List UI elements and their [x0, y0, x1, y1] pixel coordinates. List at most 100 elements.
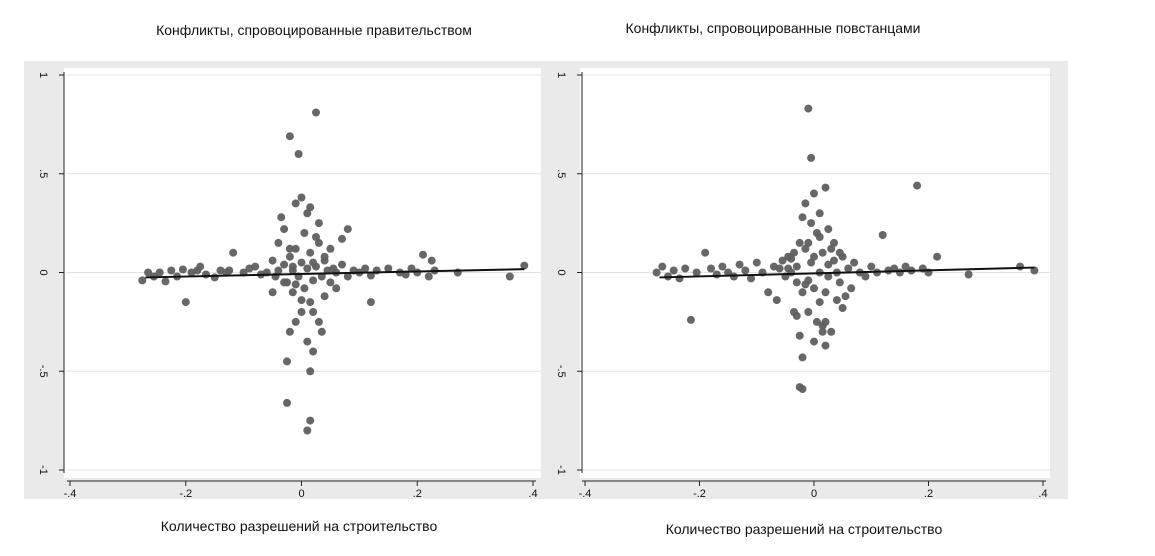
data-point [178, 265, 187, 274]
data-point [210, 273, 219, 282]
x-axis-label: Количество разрешений на строительство [666, 521, 943, 537]
data-point [320, 292, 329, 301]
data-point [294, 150, 303, 158]
data-point [815, 209, 824, 218]
data-point [291, 199, 300, 208]
data-point [427, 256, 436, 265]
data-point [867, 262, 876, 271]
data-point [225, 266, 234, 275]
data-point [384, 264, 393, 273]
data-point [312, 108, 320, 117]
x-tick-label: 0 [298, 488, 304, 500]
data-point [317, 327, 326, 336]
fit-line [659, 266, 1035, 279]
y-tick-label: 1 [555, 72, 567, 78]
data-point [361, 264, 370, 273]
data-point [818, 248, 827, 257]
regression-line [659, 266, 1035, 279]
x-tick-label: .4 [1038, 488, 1047, 500]
data-point [181, 298, 190, 307]
data-point [285, 252, 294, 261]
data-point [202, 270, 210, 279]
data-point [366, 298, 375, 307]
data-point [300, 284, 309, 293]
x-tick-label: .4 [528, 488, 537, 500]
data-point [798, 353, 807, 362]
data-point [778, 256, 787, 265]
data-point [795, 331, 804, 340]
data-point [824, 272, 833, 281]
data-point [804, 238, 813, 247]
data-point [138, 276, 147, 285]
data-point [830, 256, 838, 265]
data-point [326, 244, 335, 253]
x-tick-label: 0 [811, 488, 817, 500]
data-point [520, 261, 529, 270]
y-tick-label: -.5 [555, 365, 567, 378]
data-point [933, 252, 942, 261]
data-point [285, 244, 294, 253]
data-point [913, 181, 922, 190]
data-point [343, 272, 352, 281]
data-point [850, 258, 859, 267]
data-point [424, 272, 433, 281]
data-point [804, 276, 813, 285]
x-tick-label: .2 [413, 488, 422, 500]
data-point [280, 278, 289, 287]
data-point [686, 315, 695, 324]
data-point [861, 272, 870, 281]
x-tick-label: -.4 [64, 488, 77, 500]
data-point [790, 248, 798, 257]
chart-panel-government: Конфликты, спровоцированные правительств… [24, 22, 543, 534]
data-point [841, 292, 850, 301]
axes: -1 -.5 0 .5 1 -.4 -.2 0 .2 .4 [555, 72, 1048, 500]
data-point [280, 260, 289, 269]
data-point [277, 213, 286, 222]
data-point [810, 284, 818, 293]
data-point [784, 264, 793, 273]
data-point [297, 258, 306, 267]
data-point [312, 233, 320, 241]
data-point [314, 317, 323, 326]
data-point [303, 264, 312, 273]
data-point [505, 272, 514, 281]
data-point [818, 321, 827, 330]
data-point [297, 193, 306, 202]
data-point [297, 308, 306, 316]
data-point [300, 229, 309, 237]
data-point [821, 341, 830, 350]
data-point [291, 280, 300, 289]
data-point [827, 244, 836, 253]
data-point [274, 238, 283, 247]
data-point [306, 367, 315, 376]
data-point [792, 278, 801, 287]
data-point [268, 256, 277, 265]
data-point [844, 264, 853, 273]
data-point [303, 209, 312, 218]
data-point [285, 132, 294, 141]
data-point [795, 238, 804, 247]
data-point [306, 298, 315, 307]
data-point [167, 266, 176, 275]
data-point [268, 288, 277, 297]
data-point [847, 284, 856, 293]
data-point [306, 248, 315, 257]
y-tick-label: -1 [555, 465, 567, 475]
data-point [288, 288, 297, 297]
data-point [787, 254, 796, 263]
data-point [815, 233, 824, 241]
data-point [675, 274, 684, 283]
data-point [407, 264, 416, 273]
data-point [283, 357, 291, 366]
y-tick-label: -.5 [37, 365, 49, 378]
data-point [161, 277, 170, 286]
data-point [810, 252, 818, 261]
data-point [790, 308, 798, 316]
data-point [285, 327, 294, 336]
fit-line [145, 268, 525, 279]
data-point [772, 296, 781, 305]
data-point [798, 288, 807, 297]
data-point [309, 308, 318, 316]
data-point [343, 225, 352, 234]
